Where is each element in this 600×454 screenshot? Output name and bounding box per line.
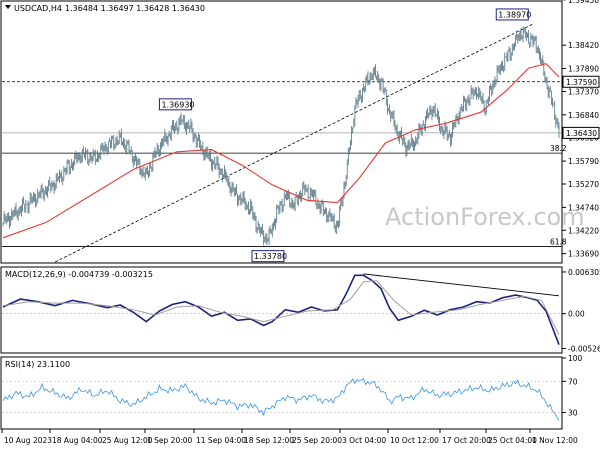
price-y-tick-label: 1.34740 [568, 203, 599, 212]
x-tick-label: 25 Aug 12:00 [102, 436, 153, 445]
price-y-tick-label: 1.37890 [568, 65, 599, 74]
price-y-tick-label: 1.35270 [568, 180, 599, 189]
macd-title: MACD(12,26,9) -0.004739 -0.003215 [5, 270, 153, 279]
dynamic-layer: 1.394501.384201.378901.373701.368401.363… [1, 0, 600, 445]
x-tick-label: 3 Oct 04:00 [342, 436, 386, 445]
macd-trendline [363, 273, 560, 297]
rsi-y-tick-label: 70 [568, 377, 578, 386]
price-title-group: USDCAD,H4 1.36484 1.36497 1.36428 1.3643… [5, 4, 205, 13]
watermark-text: ActionForex.com [385, 203, 585, 231]
x-tick-label: 17 Oct 20:00 [442, 436, 491, 445]
price-title: USDCAD,H4 [14, 4, 62, 13]
price-tag-box [562, 126, 600, 139]
price-tag-box [562, 75, 600, 88]
ohlc-readout: 1.36484 1.36497 1.36428 1.36430 [65, 4, 205, 13]
x-tick-label: 11 Sep 04:00 [196, 436, 246, 445]
x-tick-label: 10 Aug 2023 [4, 436, 52, 445]
macd-signal-line [2, 280, 560, 336]
x-tick-label: 25 Sep 20:00 [292, 436, 342, 445]
price-annotation-label: 1.33780 [254, 252, 287, 261]
price-tag-label: 1.36430 [566, 129, 597, 138]
x-tick-label: 25 Oct 04:00 [488, 436, 537, 445]
price-y-tick-label: 1.37370 [568, 87, 599, 96]
price-y-tick-label: 1.39450 [568, 0, 599, 5]
price-panel-frame [0, 0, 563, 264]
macd-y-tick-label: -0.005265 [568, 344, 600, 353]
price-trendline [54, 23, 534, 263]
macd-panel-frame [0, 266, 563, 354]
moving-average-line [2, 63, 560, 239]
x-tick-label: 18 Sep 12:00 [244, 436, 294, 445]
macd-y-tick-label: 0.006305 [568, 268, 600, 277]
price-annotation-label: 1.36930 [161, 100, 194, 109]
rsi-y-tick-label: 100 [568, 354, 583, 363]
fib-level-label: 38.2 [550, 144, 567, 153]
macd-y-tick-label: 0.00 [568, 310, 585, 319]
price-y-tick-label: 1.34220 [568, 226, 599, 235]
rsi-line [2, 377, 560, 421]
price-annotation-box [495, 8, 529, 21]
rsi-title: RSI(14) 23.1100 [5, 360, 70, 369]
price-y-tick-label: 1.33690 [568, 250, 599, 259]
price-annotation-box [251, 250, 285, 263]
fib-level-label: 61.8 [550, 238, 567, 247]
rsi-y-tick-label: 30 [568, 408, 578, 417]
static-layer: ActionForex.com USDCAD,H4 1.36484 1.3649… [5, 4, 585, 369]
collapse-arrow-icon [5, 5, 11, 9]
x-tick-label: 10 Oct 12:00 [390, 436, 439, 445]
price-annotation-label: 1.38970 [498, 10, 531, 19]
x-tick-label: 1 Nov 12:00 [532, 436, 578, 445]
price-y-tick-label: 1.35790 [568, 157, 599, 166]
x-tick-label: 18 Aug 04:00 [52, 436, 103, 445]
price-y-tick-label: 1.36840 [568, 111, 599, 120]
rsi-panel-frame [0, 356, 563, 430]
x-tick-label: 1 Sep 20:00 [147, 436, 193, 445]
price-annotation-box [158, 98, 192, 111]
price-y-tick-label: 1.38420 [568, 41, 599, 50]
price-tag-label: 1.37590 [566, 78, 597, 87]
